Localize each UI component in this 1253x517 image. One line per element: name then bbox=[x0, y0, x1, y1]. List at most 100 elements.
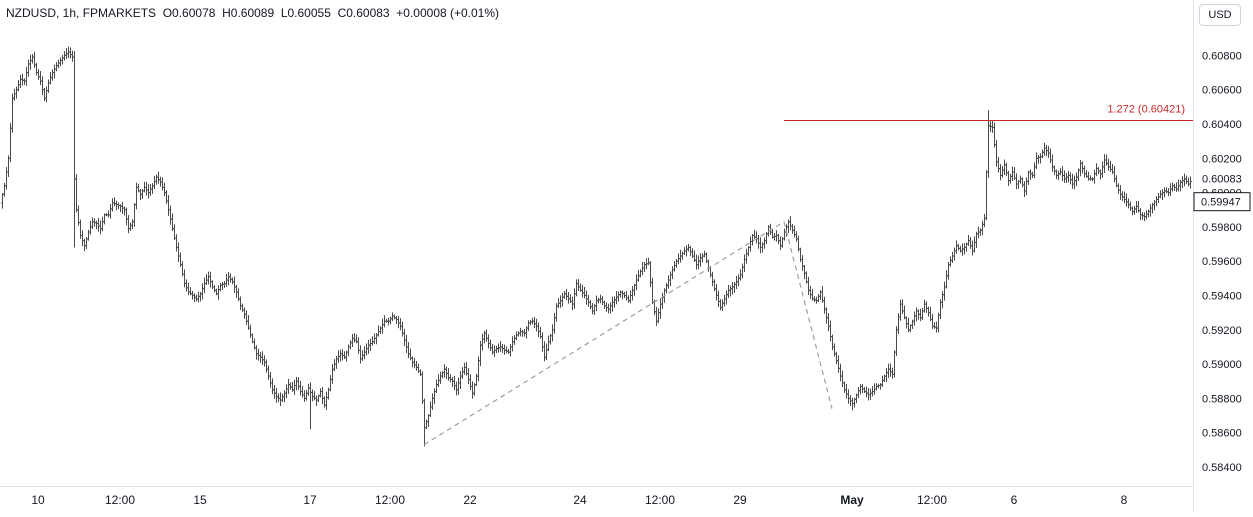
ohlc-bar bbox=[953, 247, 956, 261]
ohlc-bar bbox=[489, 339, 492, 352]
ohlc-bar bbox=[271, 378, 274, 395]
ohlc-bar bbox=[329, 375, 332, 392]
ohlc-bar bbox=[213, 285, 216, 293]
ohlc-bar bbox=[431, 393, 434, 410]
ohlc-bar bbox=[277, 393, 280, 403]
ohlc-bar bbox=[195, 294, 198, 302]
price-axis[interactable]: 0.58400 0.58600 0.58800 0.59000 0.59200 0.594… bbox=[1202, 50, 1242, 474]
ohlc-bar bbox=[177, 242, 180, 262]
ohlc-bar bbox=[779, 236, 782, 251]
ohlc-bar bbox=[347, 344, 350, 357]
ohlc-bar bbox=[1155, 196, 1158, 207]
candles bbox=[1, 46, 1192, 447]
symbol-label[interactable]: NZDUSD bbox=[6, 6, 56, 20]
ohlc-bar bbox=[631, 285, 634, 301]
ohlc-bar bbox=[257, 348, 260, 361]
ohlc-bar bbox=[359, 345, 362, 364]
ohlc-bar bbox=[169, 205, 172, 225]
ohlc-bar bbox=[619, 290, 622, 298]
ohlc-bar bbox=[607, 303, 610, 314]
time-tick-label: 15 bbox=[193, 493, 207, 507]
ohlc-bar bbox=[755, 231, 758, 244]
ohlc-bar bbox=[963, 242, 966, 255]
ohlc-bar bbox=[339, 349, 342, 362]
ohlc-bar bbox=[399, 318, 402, 331]
time-axis[interactable]: 10 12:00 15 17 12:00 22 24 12:00 29 May 12:00 6 8 bbox=[31, 493, 1127, 507]
ohlc-bar bbox=[455, 381, 458, 396]
ohlc-bar bbox=[661, 292, 664, 309]
ohlc-bar bbox=[381, 318, 384, 334]
ohlc-bar bbox=[929, 306, 932, 321]
ohlc-bar bbox=[163, 182, 166, 197]
ohlc-bar bbox=[997, 156, 1000, 173]
ohlc-bar bbox=[865, 386, 868, 398]
ohlc-bar bbox=[1147, 209, 1150, 218]
interval-label[interactable]: 1h bbox=[62, 6, 77, 20]
ohlc-bar bbox=[713, 279, 716, 292]
time-tick-label: 17 bbox=[303, 493, 317, 507]
ohlc-bar bbox=[1047, 146, 1050, 158]
ohlc-bar bbox=[535, 318, 538, 332]
ohlc-bar bbox=[35, 62, 38, 76]
ohlc-bar bbox=[657, 308, 660, 324]
ohlc-bar bbox=[745, 248, 748, 264]
ohlc-bar bbox=[585, 290, 588, 305]
ohlc-bar bbox=[623, 291, 626, 299]
ohlc-bar bbox=[1061, 166, 1064, 182]
ohlc-bar bbox=[999, 164, 1002, 181]
price-tick-label: 0.60800 bbox=[1202, 50, 1242, 62]
ohlc-bar bbox=[815, 296, 818, 304]
ohlc-bar bbox=[289, 382, 292, 390]
ohlc-bar bbox=[563, 290, 566, 299]
ohlc-bar bbox=[893, 350, 896, 378]
ohlc-bar bbox=[207, 271, 210, 285]
ohlc-bar bbox=[521, 329, 524, 337]
trendline[interactable] bbox=[783, 221, 833, 409]
ohlc-bar bbox=[723, 294, 726, 307]
ohlc-bar bbox=[267, 365, 270, 380]
ohlc-bar bbox=[979, 228, 982, 236]
ohlc-bar bbox=[913, 311, 916, 326]
ohlc-bar bbox=[1041, 149, 1044, 159]
ohlc-bar bbox=[1029, 169, 1032, 180]
price-tick-label: 0.60600 bbox=[1202, 85, 1242, 97]
ohlc-bar bbox=[155, 174, 158, 185]
currency-button[interactable]: USD bbox=[1199, 4, 1241, 26]
ohlc-bar bbox=[439, 371, 442, 384]
ohlc-bar bbox=[321, 386, 324, 405]
ohlc-bar bbox=[81, 230, 84, 247]
ohlc-bar bbox=[135, 182, 138, 210]
ohlc-bar bbox=[133, 202, 136, 227]
ohlc-bar bbox=[1129, 201, 1132, 211]
ohlc-bar bbox=[211, 280, 214, 289]
ohlc-bar bbox=[891, 367, 894, 379]
trendline[interactable] bbox=[423, 221, 785, 446]
ohlc-bar bbox=[91, 217, 94, 229]
ohlc-bar bbox=[343, 351, 346, 360]
ohlc-bar bbox=[1067, 170, 1070, 183]
ohlc-bar bbox=[97, 217, 100, 232]
ohlc-bar bbox=[217, 285, 220, 300]
ohlc-bar bbox=[763, 237, 766, 249]
ohlc-bar bbox=[813, 296, 816, 302]
ohlc-bar bbox=[845, 383, 848, 399]
ohlc-bar bbox=[27, 59, 30, 77]
ohlc-bar bbox=[287, 378, 290, 395]
ohlc-bar bbox=[863, 387, 866, 394]
ohlc-bar bbox=[145, 181, 148, 196]
ohlc-bar bbox=[847, 389, 850, 404]
ohlc-bar bbox=[159, 176, 162, 187]
ohlc-bar bbox=[529, 320, 532, 326]
ohlc-bar bbox=[1123, 191, 1126, 204]
ohlc-bar bbox=[349, 340, 352, 350]
trendlines[interactable] bbox=[423, 221, 833, 446]
ohlc-bar bbox=[457, 377, 460, 396]
ohlc-bar bbox=[303, 390, 306, 402]
ohlc-bar bbox=[323, 396, 326, 408]
ohlc-bar bbox=[749, 236, 752, 252]
ohlc-bar bbox=[167, 195, 170, 216]
ohlc-bar bbox=[45, 86, 48, 103]
ohlc-bar bbox=[803, 264, 806, 280]
